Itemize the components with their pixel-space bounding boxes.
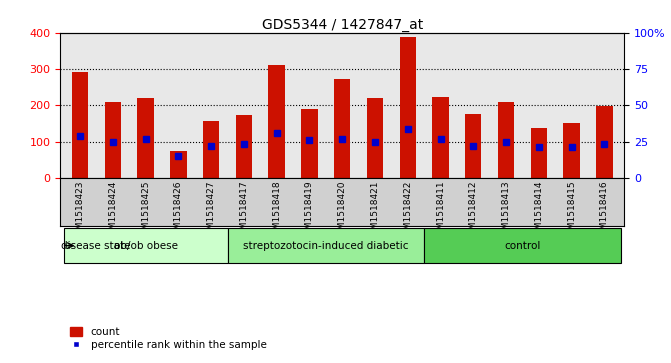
Text: disease state: disease state [61, 241, 131, 250]
Text: GSM1518414: GSM1518414 [534, 180, 544, 241]
Bar [105, 102, 121, 178]
Bar [72, 72, 89, 178]
Bar [596, 106, 613, 178]
Bar [399, 37, 416, 178]
Bar [465, 114, 482, 178]
Bar [564, 123, 580, 178]
Legend: count, percentile rank within the sample: count, percentile rank within the sample [66, 323, 270, 354]
Bar [531, 128, 547, 178]
Text: GSM1518427: GSM1518427 [207, 180, 215, 241]
FancyBboxPatch shape [64, 228, 227, 263]
Bar [236, 115, 252, 178]
Bar [367, 98, 383, 178]
Bar [432, 97, 449, 178]
Bar [301, 109, 317, 178]
Text: GSM1518415: GSM1518415 [567, 180, 576, 241]
Text: GSM1518426: GSM1518426 [174, 180, 183, 241]
Bar [170, 151, 187, 178]
Bar [334, 79, 350, 178]
Text: ob/ob obese: ob/ob obese [113, 241, 178, 250]
Text: GSM1518419: GSM1518419 [305, 180, 314, 241]
Text: GSM1518420: GSM1518420 [338, 180, 347, 241]
Text: GSM1518424: GSM1518424 [108, 180, 117, 241]
Bar [498, 102, 514, 178]
Text: GSM1518422: GSM1518422 [403, 180, 412, 241]
Text: GSM1518413: GSM1518413 [501, 180, 511, 241]
FancyBboxPatch shape [424, 228, 621, 263]
Bar [138, 98, 154, 178]
Text: control: control [504, 241, 541, 250]
Bar [268, 65, 285, 178]
Text: GSM1518417: GSM1518417 [240, 180, 248, 241]
Text: GSM1518425: GSM1518425 [141, 180, 150, 241]
Text: streptozotocin-induced diabetic: streptozotocin-induced diabetic [243, 241, 409, 250]
Text: GSM1518411: GSM1518411 [436, 180, 445, 241]
Text: GSM1518418: GSM1518418 [272, 180, 281, 241]
FancyBboxPatch shape [227, 228, 424, 263]
Bar [203, 121, 219, 178]
Text: GSM1518423: GSM1518423 [76, 180, 85, 241]
Text: GSM1518416: GSM1518416 [600, 180, 609, 241]
Title: GDS5344 / 1427847_at: GDS5344 / 1427847_at [262, 18, 423, 32]
Text: GSM1518421: GSM1518421 [370, 180, 380, 241]
Text: GSM1518412: GSM1518412 [469, 180, 478, 241]
